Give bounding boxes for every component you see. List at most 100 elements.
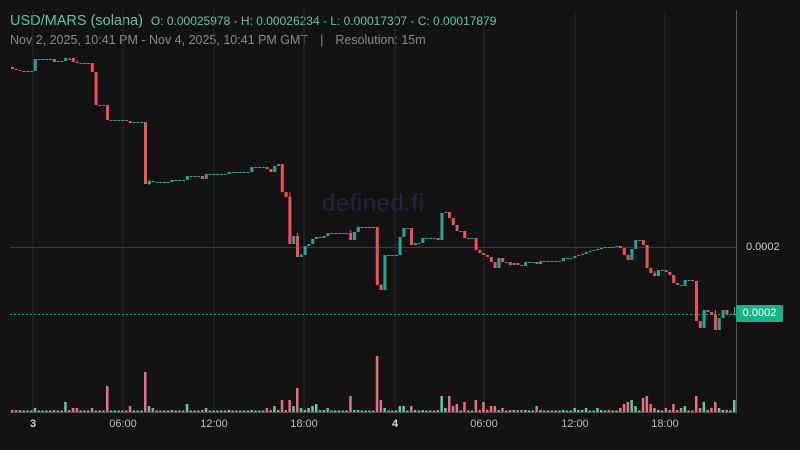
candle-body bbox=[280, 164, 284, 192]
candle-body bbox=[341, 233, 345, 234]
candle-body bbox=[440, 213, 444, 240]
volume-bar bbox=[30, 410, 33, 412]
candle-body bbox=[421, 238, 425, 243]
candle-body bbox=[520, 265, 524, 266]
volume-bar bbox=[307, 408, 310, 412]
volume-bar bbox=[231, 410, 234, 412]
candle-body bbox=[577, 255, 581, 256]
volume-bar bbox=[660, 410, 664, 412]
volume-bar bbox=[402, 406, 405, 412]
candle-body bbox=[223, 174, 227, 175]
candle-body bbox=[638, 240, 641, 241]
candle-body bbox=[174, 180, 178, 181]
volume-bar bbox=[372, 410, 375, 412]
candle-body bbox=[349, 233, 353, 240]
volume-bar bbox=[261, 410, 265, 412]
volume-bar bbox=[242, 410, 246, 412]
volume-bar bbox=[725, 410, 728, 412]
candle-body bbox=[356, 227, 360, 232]
volume-bar bbox=[87, 410, 90, 412]
candle-body bbox=[505, 262, 508, 263]
volume-bar bbox=[664, 408, 668, 412]
volume-bar bbox=[410, 406, 413, 412]
candle-body bbox=[497, 258, 501, 268]
volume-bar bbox=[478, 410, 481, 412]
volume-bar bbox=[592, 410, 595, 412]
volume-bar bbox=[330, 410, 333, 412]
volume-bar bbox=[729, 410, 732, 412]
volume-bar bbox=[615, 410, 618, 412]
candle-body bbox=[368, 227, 372, 228]
candle-body bbox=[455, 225, 459, 231]
candle-body bbox=[410, 228, 413, 245]
candle-body bbox=[106, 105, 109, 120]
candle-body bbox=[79, 63, 83, 64]
volume-bar bbox=[429, 410, 432, 412]
candle-body bbox=[52, 59, 56, 62]
volume-bar bbox=[588, 410, 592, 412]
candle-body bbox=[261, 167, 265, 168]
volume-bar bbox=[258, 410, 261, 412]
volume-bar bbox=[733, 400, 736, 412]
volume-bar bbox=[185, 404, 189, 412]
candle-body bbox=[166, 182, 170, 183]
candle-body bbox=[451, 218, 455, 225]
volume-bar bbox=[227, 410, 231, 412]
candle-body bbox=[516, 263, 520, 265]
volume-bar bbox=[603, 410, 607, 412]
volume-bar bbox=[505, 410, 508, 412]
candle-body bbox=[657, 270, 660, 276]
candle-body bbox=[170, 180, 174, 182]
volume-bar bbox=[543, 410, 546, 412]
candle-body bbox=[622, 248, 626, 255]
candle-body bbox=[45, 59, 49, 60]
candle-body bbox=[292, 236, 296, 244]
volume-bar bbox=[432, 410, 436, 412]
volume-bar bbox=[413, 410, 417, 412]
candle-body bbox=[14, 69, 18, 70]
candle-body bbox=[296, 236, 299, 257]
volume-bar bbox=[288, 400, 291, 412]
candle-body bbox=[113, 120, 117, 121]
candle-body bbox=[265, 167, 269, 169]
candle-body bbox=[322, 236, 326, 238]
candle-body bbox=[75, 62, 79, 63]
volume-bar bbox=[676, 410, 679, 412]
candle-body bbox=[448, 212, 451, 218]
candle-body bbox=[326, 233, 330, 236]
candle-body bbox=[569, 258, 573, 259]
candle-body bbox=[592, 250, 596, 251]
candle-body bbox=[672, 275, 676, 283]
candle-body bbox=[242, 172, 246, 173]
volume-bar bbox=[166, 410, 170, 412]
candle-body bbox=[467, 238, 470, 239]
volume-bar bbox=[132, 410, 136, 412]
volume-bar bbox=[41, 410, 44, 412]
volume-bar bbox=[296, 388, 299, 412]
volume-bar bbox=[668, 410, 671, 412]
volume-bar bbox=[486, 410, 489, 412]
time-axis-label: 18:00 bbox=[651, 418, 679, 430]
volume-bar bbox=[531, 410, 535, 412]
volume-bar bbox=[581, 410, 584, 412]
candle-body bbox=[227, 172, 231, 174]
volume-bar bbox=[208, 410, 212, 412]
time-axis-label: 12:00 bbox=[200, 418, 228, 430]
candle-body bbox=[634, 240, 638, 249]
volume-bar bbox=[558, 410, 561, 412]
candle-body bbox=[90, 63, 94, 72]
volume-bar bbox=[368, 410, 371, 412]
volume-bar bbox=[482, 402, 485, 412]
candle-body bbox=[474, 238, 478, 250]
volume-bar bbox=[535, 406, 538, 412]
time-axis-label: 3 bbox=[29, 418, 37, 430]
volume-bar bbox=[299, 408, 303, 412]
volume-bar bbox=[212, 410, 215, 412]
candle-body bbox=[140, 122, 144, 123]
candle-body bbox=[182, 180, 185, 181]
candle-body bbox=[109, 120, 113, 121]
volume-bar bbox=[638, 410, 641, 412]
volume-bar bbox=[239, 410, 242, 412]
candle-body bbox=[584, 252, 588, 254]
